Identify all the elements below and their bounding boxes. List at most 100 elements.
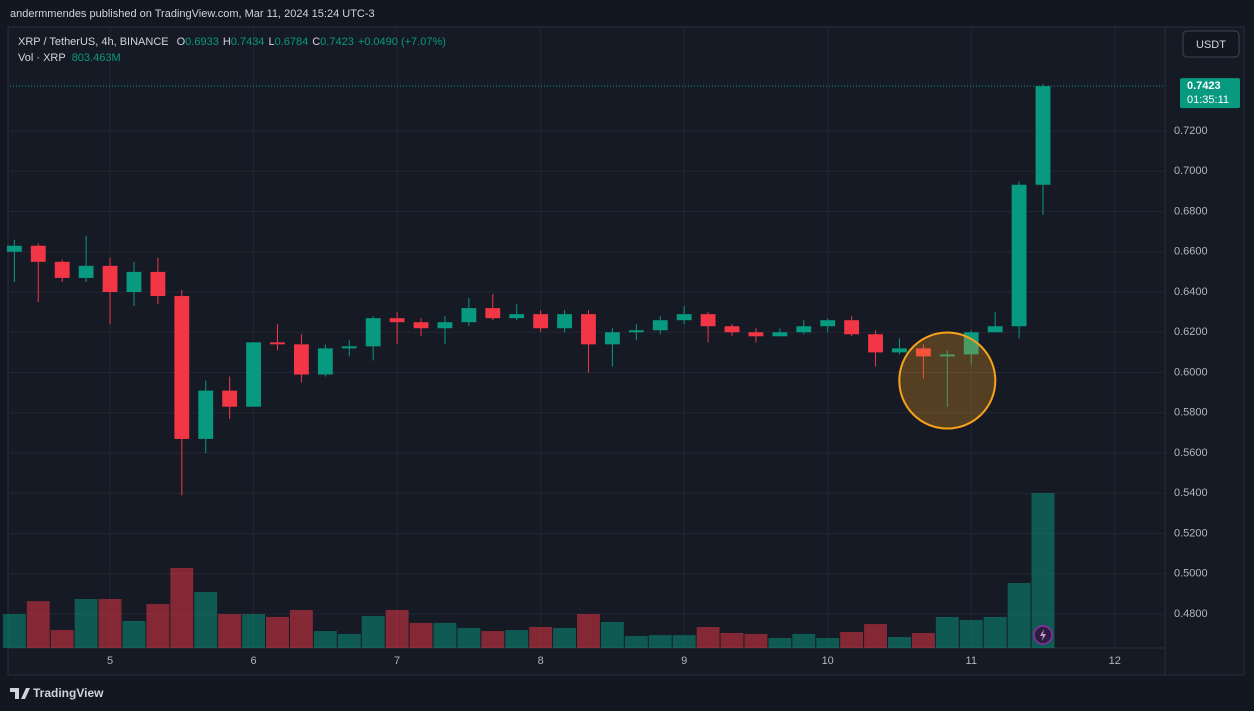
currency-button[interactable] xyxy=(1182,30,1240,58)
candle-body xyxy=(317,348,333,375)
y-tick-label: 0.5800 xyxy=(1174,407,1208,419)
event-bolt xyxy=(1039,629,1046,641)
volume-bar xyxy=(74,598,98,648)
volume-bar xyxy=(457,627,481,648)
candle-body xyxy=(341,346,357,349)
candle-body xyxy=(437,322,453,329)
x-tick-label: 5 xyxy=(107,655,113,667)
volume-bar xyxy=(194,592,218,648)
volume-bar xyxy=(218,614,242,648)
candle-body xyxy=(915,348,931,357)
y-tick-label: 0.7000 xyxy=(1174,165,1208,177)
candle-body xyxy=(844,320,860,335)
chart-panel xyxy=(7,26,1245,676)
x-tick-label: 10 xyxy=(822,655,834,667)
candle-body xyxy=(461,308,477,323)
volume-bar xyxy=(983,616,1007,648)
candle-body xyxy=(174,296,190,439)
ohlc-key: H xyxy=(223,36,231,48)
candle-body xyxy=(293,344,309,375)
candle-body xyxy=(604,332,620,345)
x-tick-label: 6 xyxy=(251,655,257,667)
volume-bar xyxy=(792,633,816,648)
ohlc: O0.6933 H0.7434 L0.6784 C0.7423 xyxy=(177,36,354,48)
volume-bar xyxy=(313,631,337,648)
candle-body xyxy=(6,245,22,252)
volume-bar xyxy=(935,616,959,648)
candle-body xyxy=(700,314,716,327)
candle-body xyxy=(724,326,740,333)
ohlc-key: O xyxy=(177,36,186,48)
volume-bar xyxy=(409,622,433,648)
volume-bar xyxy=(744,633,768,648)
volume-bar xyxy=(2,614,26,648)
ohlc-value: 0.6784 xyxy=(275,36,309,48)
x-tick-label: 12 xyxy=(1109,655,1121,667)
volume-bar xyxy=(1007,582,1031,648)
volume-bar xyxy=(289,609,313,648)
candle-body xyxy=(246,342,261,407)
legend-row: XRP / TetherUS, 4h, BINANCE O0.6933 H0.743… xyxy=(18,36,446,48)
currency-label[interactable]: USDT xyxy=(1196,39,1226,51)
candle-body xyxy=(222,390,238,407)
volume-bar xyxy=(505,630,529,648)
volume-bar xyxy=(529,626,553,648)
volume-name: Vol · XRP xyxy=(18,52,66,64)
candles xyxy=(6,83,1051,496)
volume-bar xyxy=(553,627,577,648)
volume-bar xyxy=(1031,493,1055,648)
candle-body xyxy=(892,348,907,353)
symbol: XRP / TetherUS, 4h, BINANCE xyxy=(18,36,169,48)
volume-bar xyxy=(385,609,409,648)
ohlc-value: 0.6933 xyxy=(185,36,219,48)
candle-body xyxy=(126,271,142,293)
candle-body xyxy=(748,332,764,337)
volume-bar xyxy=(768,637,792,648)
candle-body xyxy=(1035,86,1051,185)
highlight-circle xyxy=(898,331,997,430)
candle-body xyxy=(628,330,644,333)
candle-body xyxy=(939,354,955,357)
volume-bar xyxy=(672,635,696,648)
volume-bar xyxy=(122,620,146,648)
volume-bar xyxy=(266,616,289,648)
ohlc-value: 0.7423 xyxy=(320,36,354,48)
candle-body xyxy=(796,326,812,333)
tv-logo xyxy=(10,688,30,699)
last-price-tag xyxy=(1180,78,1240,109)
candle-body xyxy=(413,322,429,329)
candle-body xyxy=(150,271,166,297)
volume-bar xyxy=(242,614,266,648)
candle-body xyxy=(820,320,836,327)
y-tick-label: 0.5200 xyxy=(1174,527,1208,539)
candle-body xyxy=(987,326,1003,333)
x-tick-label: 11 xyxy=(966,655,977,667)
volume-bar xyxy=(888,637,911,648)
x-tick-label: 8 xyxy=(538,655,544,667)
volume-bar xyxy=(433,622,457,648)
candle-body xyxy=(868,334,883,353)
volume-legend: Vol · XRP 803.463M xyxy=(18,52,121,64)
volume-bar xyxy=(600,621,624,648)
volume-bar xyxy=(481,631,505,648)
y-tick-label: 0.6000 xyxy=(1174,366,1208,378)
volume-bar xyxy=(959,620,983,648)
y-tick-label: 0.6400 xyxy=(1174,286,1208,298)
candle-body xyxy=(557,314,572,329)
candle-body xyxy=(509,314,525,319)
candle-body xyxy=(102,265,118,293)
candle-body xyxy=(772,332,788,337)
candle-body xyxy=(198,390,214,439)
volume-bar xyxy=(696,626,720,648)
volume-bar xyxy=(577,614,600,648)
candle-body xyxy=(270,342,285,345)
x-tick-label: 9 xyxy=(681,655,687,667)
candle-body xyxy=(1011,184,1027,327)
y-tick-label: 0.4800 xyxy=(1174,608,1208,620)
published-line: andermmendes published on TradingView.co… xyxy=(10,8,375,20)
x-tick-label: 7 xyxy=(394,655,400,667)
countdown: 01:35:11 xyxy=(1187,94,1229,106)
volume-bar xyxy=(26,601,50,648)
